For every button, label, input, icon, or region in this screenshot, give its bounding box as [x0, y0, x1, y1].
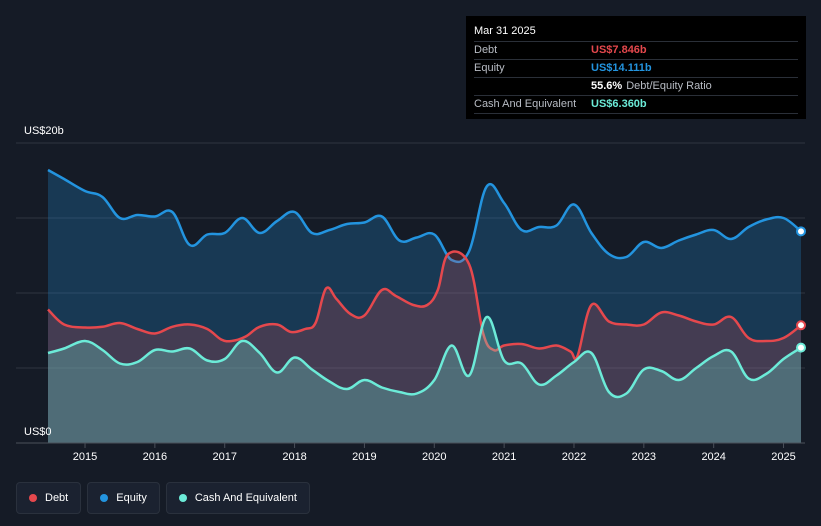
- x-tick-label: 2015: [73, 451, 97, 463]
- tooltip-row-equity: Equity US$14.111b: [474, 59, 798, 77]
- cash-dot-icon: [178, 494, 187, 502]
- legend-label: Debt: [45, 492, 69, 504]
- legend-label: Cash And Equivalent: [194, 492, 297, 504]
- x-tick-label: 2018: [282, 451, 306, 463]
- debt-line: [47, 250, 802, 361]
- debt-end-marker: [796, 320, 806, 331]
- tooltip-label: Cash And Equivalent: [474, 98, 577, 110]
- chart: US$20b US$0 2015 2016 2017 2018 2019 2020 2021 20…: [16, 125, 806, 463]
- tooltip-label: Equity: [474, 62, 505, 74]
- tooltip-date: Mar 31 2025: [474, 25, 536, 37]
- tooltip-value: US$14.111b: [591, 62, 652, 74]
- y-tick-label: US$20b: [24, 125, 64, 137]
- debt-dot-icon: [29, 494, 37, 502]
- tooltip-panel: Mar 31 2025 Debt US$7.846b Equity US$14.…: [466, 16, 806, 119]
- legend-item-equity[interactable]: Equity: [87, 482, 160, 514]
- legend-item-debt[interactable]: Debt: [16, 482, 82, 514]
- x-tick-label: 2019: [352, 451, 376, 463]
- tooltip-value: US$7.846b: [591, 44, 647, 56]
- x-tick-label: 2017: [212, 451, 236, 463]
- tooltip-value: US$6.360b: [591, 98, 647, 110]
- cash-area: [48, 316, 801, 443]
- x-tick-label: 2024: [701, 451, 725, 463]
- x-tick-label: 2020: [422, 451, 446, 463]
- x-tick-label: 2025: [771, 451, 795, 463]
- cash-end-marker: [796, 342, 806, 353]
- legend-label: Equity: [116, 492, 147, 504]
- tooltip-row-ratio: 55.6% Debt/Equity Ratio: [474, 77, 798, 95]
- equity-dot-icon: [100, 494, 109, 502]
- tooltip-suffix: Debt/Equity Ratio: [626, 80, 712, 92]
- x-tick-label: 2021: [492, 451, 516, 463]
- x-tick-label: 2022: [562, 451, 586, 463]
- equity-end-marker: [796, 226, 806, 237]
- tooltip-value: 55.6%: [591, 80, 623, 92]
- tooltip-label: [474, 78, 591, 95]
- tooltip-row-debt: Debt US$7.846b: [474, 41, 798, 59]
- x-tick-label: 2016: [143, 451, 167, 463]
- legend: Debt Equity Cash And Equivalent: [16, 482, 310, 514]
- equity-line: [47, 168, 802, 264]
- tooltip-row-cash: Cash And Equivalent US$6.360b: [474, 95, 798, 114]
- x-tick-label: 2023: [632, 451, 656, 463]
- y-tick-label: US$0: [24, 426, 52, 438]
- cash-line: [47, 315, 802, 399]
- tooltip-label: Debt: [474, 44, 498, 56]
- legend-item-cash[interactable]: Cash And Equivalent: [165, 482, 310, 514]
